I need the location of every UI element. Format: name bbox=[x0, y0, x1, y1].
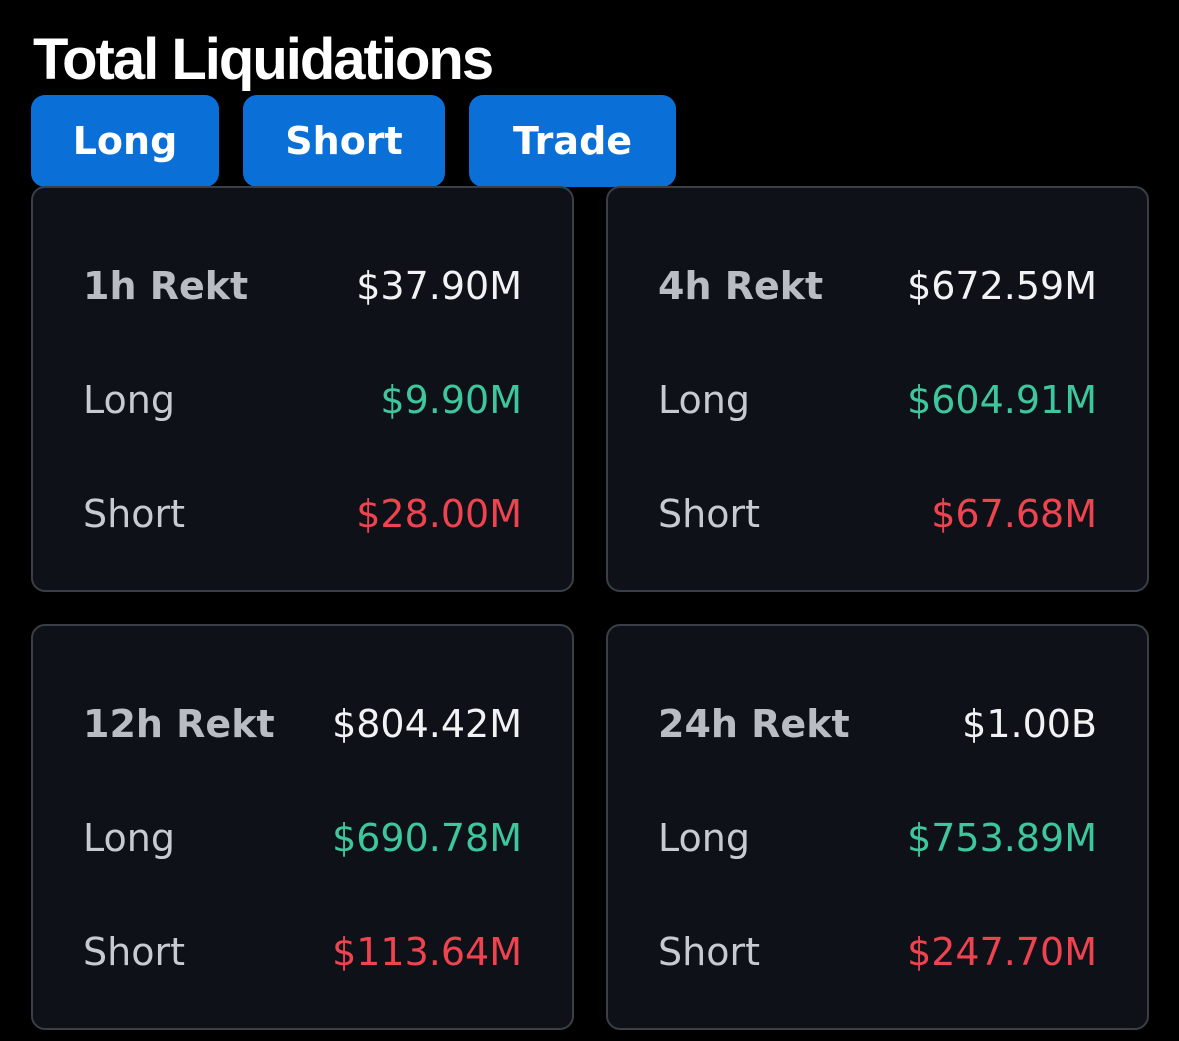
card-total-row: 4h Rekt $672.59M bbox=[658, 261, 1097, 311]
total-value: $672.59M bbox=[907, 264, 1097, 308]
card-total-row: 12h Rekt $804.42M bbox=[83, 699, 522, 749]
tab-trade[interactable]: Trade bbox=[469, 95, 676, 187]
tab-long[interactable]: Long bbox=[31, 95, 219, 187]
card-short-row: Short $67.68M bbox=[658, 489, 1097, 539]
tab-short[interactable]: Short bbox=[243, 95, 445, 187]
long-value: $604.91M bbox=[907, 378, 1097, 422]
short-label: Short bbox=[83, 930, 185, 974]
card-long-row: Long $604.91M bbox=[658, 375, 1097, 425]
liquidation-card-12h: 12h Rekt $804.42M Long $690.78M Short $1… bbox=[31, 624, 574, 1030]
liquidation-card-4h: 4h Rekt $672.59M Long $604.91M Short $67… bbox=[606, 186, 1149, 592]
period-label: 24h Rekt bbox=[658, 702, 850, 746]
short-value: $28.00M bbox=[356, 492, 522, 536]
short-value: $113.64M bbox=[332, 930, 522, 974]
card-short-row: Short $247.70M bbox=[658, 927, 1097, 977]
long-label: Long bbox=[83, 816, 175, 860]
liquidation-card-24h: 24h Rekt $1.00B Long $753.89M Short $247… bbox=[606, 624, 1149, 1030]
page-title: Total Liquidations bbox=[33, 27, 494, 92]
total-value: $37.90M bbox=[356, 264, 522, 308]
total-value: $804.42M bbox=[332, 702, 522, 746]
card-long-row: Long $9.90M bbox=[83, 375, 522, 425]
total-value: $1.00B bbox=[962, 702, 1097, 746]
card-short-row: Short $113.64M bbox=[83, 927, 522, 977]
short-label: Short bbox=[83, 492, 185, 536]
card-total-row: 24h Rekt $1.00B bbox=[658, 699, 1097, 749]
period-label: 12h Rekt bbox=[83, 702, 275, 746]
card-long-row: Long $753.89M bbox=[658, 813, 1097, 863]
long-label: Long bbox=[658, 378, 750, 422]
long-value: $690.78M bbox=[332, 816, 522, 860]
liquidation-card-1h: 1h Rekt $37.90M Long $9.90M Short $28.00… bbox=[31, 186, 574, 592]
short-value: $247.70M bbox=[907, 930, 1097, 974]
period-label: 4h Rekt bbox=[658, 264, 824, 308]
card-long-row: Long $690.78M bbox=[83, 813, 522, 863]
long-label: Long bbox=[83, 378, 175, 422]
long-value: $753.89M bbox=[907, 816, 1097, 860]
short-label: Short bbox=[658, 930, 760, 974]
short-value: $67.68M bbox=[931, 492, 1097, 536]
card-short-row: Short $28.00M bbox=[83, 489, 522, 539]
long-value: $9.90M bbox=[380, 378, 522, 422]
period-label: 1h Rekt bbox=[83, 264, 249, 308]
card-total-row: 1h Rekt $37.90M bbox=[83, 261, 522, 311]
long-label: Long bbox=[658, 816, 750, 860]
short-label: Short bbox=[658, 492, 760, 536]
